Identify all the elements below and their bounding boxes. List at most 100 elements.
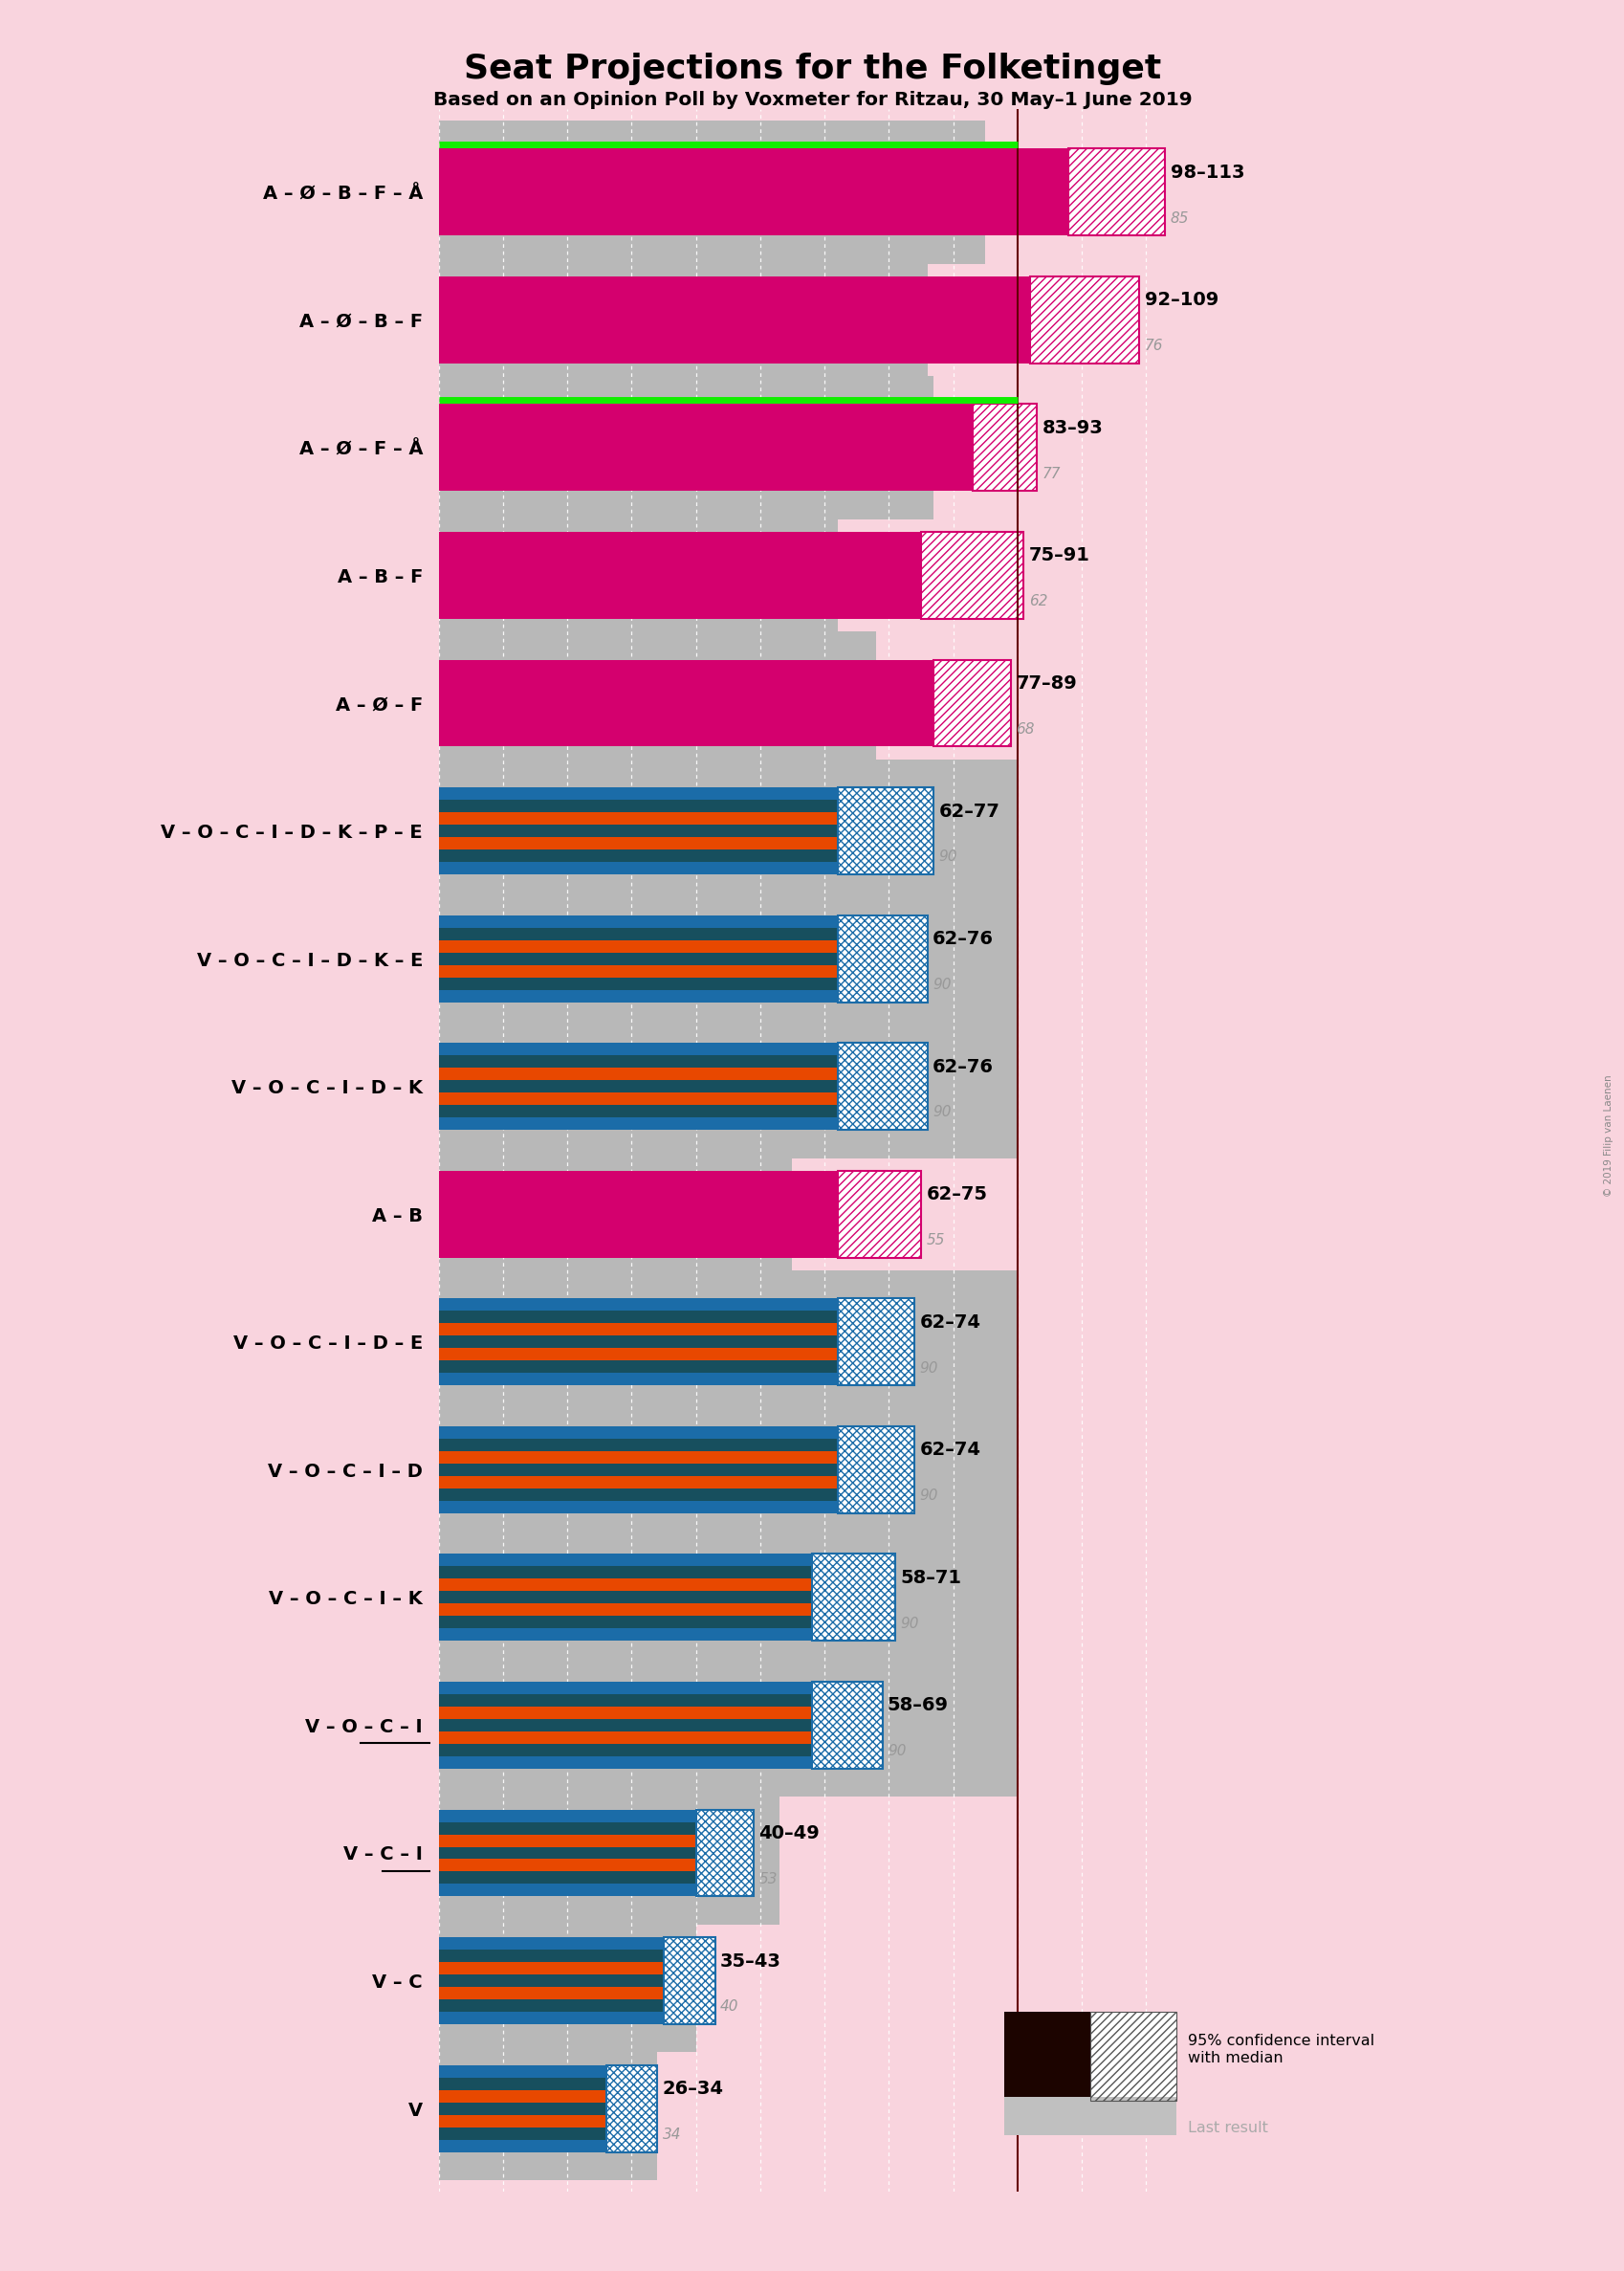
Bar bbox=[438, 888, 1017, 1031]
Text: 92–109: 92–109 bbox=[1143, 291, 1218, 309]
Bar bbox=[695, 1810, 754, 1896]
Bar bbox=[836, 915, 927, 1002]
Bar bbox=[438, 849, 836, 863]
Bar bbox=[438, 759, 1017, 902]
Text: 58–69: 58–69 bbox=[887, 1696, 948, 1715]
Bar bbox=[438, 1871, 695, 1885]
Text: 76: 76 bbox=[1143, 338, 1163, 352]
Text: 77–89: 77–89 bbox=[1015, 674, 1077, 693]
Bar bbox=[438, 120, 984, 263]
Bar bbox=[438, 990, 836, 1002]
Text: 90: 90 bbox=[939, 849, 957, 863]
Bar bbox=[438, 1755, 810, 1769]
Bar bbox=[438, 1501, 836, 1512]
Bar bbox=[438, 1731, 810, 1744]
Bar bbox=[695, 1810, 754, 1896]
Bar bbox=[438, 1056, 836, 1067]
Bar bbox=[438, 1885, 695, 1896]
Bar bbox=[438, 1106, 836, 1117]
Bar bbox=[438, 1349, 836, 1360]
Bar bbox=[438, 1653, 1017, 1796]
Bar bbox=[438, 277, 1030, 363]
Text: 90: 90 bbox=[919, 1360, 937, 1376]
Bar bbox=[921, 531, 1023, 618]
Text: 75–91: 75–91 bbox=[1028, 547, 1090, 565]
Text: 40–49: 40–49 bbox=[758, 1824, 820, 1842]
Bar bbox=[438, 1973, 663, 1987]
Text: 62–77: 62–77 bbox=[939, 802, 999, 820]
Bar bbox=[438, 1067, 836, 1081]
Text: 62: 62 bbox=[1028, 595, 1047, 609]
Bar bbox=[438, 2064, 606, 2078]
Text: 62–74: 62–74 bbox=[919, 1313, 981, 1331]
Bar bbox=[438, 1846, 695, 1860]
Text: 83–93: 83–93 bbox=[1041, 418, 1103, 436]
Bar bbox=[438, 1042, 836, 1056]
Text: 98–113: 98–113 bbox=[1169, 164, 1244, 182]
Bar bbox=[438, 863, 836, 874]
Bar bbox=[836, 1172, 921, 1258]
Bar bbox=[438, 1860, 695, 1871]
Bar bbox=[438, 1744, 810, 1755]
Bar bbox=[1069, 148, 1164, 236]
Bar bbox=[971, 404, 1036, 491]
Bar bbox=[836, 1299, 914, 1385]
Text: 62–76: 62–76 bbox=[932, 931, 994, 949]
Bar bbox=[438, 1617, 810, 1628]
Bar bbox=[934, 659, 1010, 747]
Text: Seat Projections for the Folketinget: Seat Projections for the Folketinget bbox=[463, 52, 1161, 84]
Bar bbox=[438, 799, 836, 813]
Bar bbox=[438, 1476, 836, 1488]
Bar bbox=[438, 927, 836, 940]
Bar bbox=[438, 1335, 836, 1349]
Bar bbox=[438, 504, 836, 647]
Bar bbox=[836, 788, 934, 874]
Bar bbox=[836, 1042, 927, 1129]
Bar bbox=[438, 1172, 836, 1258]
Bar bbox=[810, 1553, 895, 1642]
Text: 90: 90 bbox=[919, 1488, 937, 1503]
Bar bbox=[438, 377, 934, 520]
Bar bbox=[438, 1360, 836, 1374]
Bar bbox=[438, 248, 927, 391]
Bar bbox=[438, 1553, 810, 1567]
Text: 58–71: 58–71 bbox=[900, 1569, 961, 1587]
Bar bbox=[438, 2089, 606, 2103]
Bar bbox=[606, 2064, 658, 2153]
Bar bbox=[836, 1426, 914, 1512]
Bar bbox=[438, 1951, 663, 1962]
Bar bbox=[1030, 277, 1138, 363]
Bar bbox=[438, 531, 921, 618]
Bar bbox=[606, 2064, 658, 2153]
Bar bbox=[934, 659, 1010, 747]
Bar bbox=[438, 1578, 810, 1592]
Bar bbox=[438, 2012, 663, 2023]
Bar bbox=[438, 1269, 1017, 1413]
Text: 95% confidence interval
with median: 95% confidence interval with median bbox=[1187, 2035, 1374, 2064]
Text: 77: 77 bbox=[1041, 466, 1060, 481]
Bar bbox=[438, 788, 836, 799]
Bar bbox=[438, 659, 934, 747]
Bar bbox=[438, 915, 836, 927]
Bar bbox=[921, 531, 1023, 618]
Bar bbox=[836, 915, 927, 1002]
Bar bbox=[438, 1399, 1017, 1542]
Bar bbox=[438, 1567, 810, 1578]
Bar bbox=[438, 1299, 836, 1310]
Bar bbox=[663, 1937, 715, 2023]
Bar bbox=[438, 1310, 836, 1324]
Bar bbox=[836, 1426, 914, 1512]
Bar bbox=[438, 1706, 810, 1719]
Bar bbox=[438, 1937, 663, 1951]
Bar bbox=[438, 1835, 695, 1846]
Text: 62–75: 62–75 bbox=[926, 1185, 987, 1204]
Text: 26–34: 26–34 bbox=[663, 2080, 723, 2098]
Bar bbox=[438, 1451, 836, 1463]
Bar bbox=[810, 1553, 895, 1642]
Text: 85: 85 bbox=[1169, 211, 1189, 225]
Bar bbox=[438, 1719, 810, 1731]
Bar bbox=[438, 1438, 836, 1451]
Bar bbox=[438, 1910, 695, 2053]
Text: 62–74: 62–74 bbox=[919, 1442, 981, 1460]
Bar bbox=[438, 1426, 836, 1438]
